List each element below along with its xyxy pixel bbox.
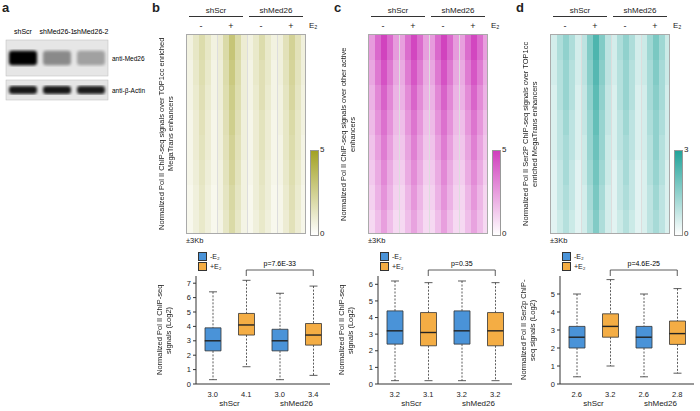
html-text:shScr: shScr	[219, 399, 240, 408]
svg-text:2: 2	[551, 344, 555, 353]
html-text:a: a	[2, 0, 10, 15]
svg-text:p=0.35: p=0.35	[451, 260, 473, 268]
svg-text:2.6: 2.6	[639, 390, 649, 398]
html-text:shMed26: shMed26	[644, 399, 677, 408]
html-text:shMed26: shMed26	[623, 6, 657, 15]
svg-text:2: 2	[187, 351, 191, 360]
svg-text:2: 2	[369, 346, 373, 355]
html-text:Normalized Pol II ChIP-seq sig: Normalized Pol II ChIP-seq signals (Log2…	[337, 284, 355, 376]
svg-text:4: 4	[551, 308, 555, 317]
html-text:Normalized Pol II Ser2p ChIP-s: Normalized Pol II Ser2p ChIP-seq signals…	[519, 279, 537, 381]
html-text:shMed26: shMed26	[259, 6, 293, 15]
html-text:+E₂: +E₂	[574, 263, 586, 270]
html-text:E₂: E₂	[491, 21, 500, 30]
html-text:0: 0	[502, 229, 507, 238]
html-text:+E₂: +E₂	[392, 263, 404, 270]
svg-text:3.4: 3.4	[308, 390, 318, 398]
html-text:+E₂: +E₂	[210, 263, 222, 270]
html-text:0: 0	[320, 229, 325, 238]
svg-text:3.2: 3.2	[457, 390, 467, 398]
html-text:-E₂: -E₂	[392, 253, 402, 260]
html-text:c: c	[334, 0, 342, 15]
svg-text:p=7.6E-33: p=7.6E-33	[264, 260, 297, 268]
svg-text:6: 6	[187, 293, 191, 302]
html-text:b: b	[152, 0, 160, 15]
svg-text:0: 0	[187, 380, 191, 389]
html-text:5: 5	[502, 145, 507, 154]
svg-text:4: 4	[187, 322, 191, 331]
html-text:shScr: shScr	[569, 6, 591, 15]
svg-text:0: 0	[551, 380, 555, 389]
svg-text:5: 5	[551, 290, 555, 299]
svg-text:1: 1	[187, 365, 191, 374]
svg-text:p=4.6E-25: p=4.6E-25	[628, 260, 661, 268]
svg-text:7: 7	[187, 279, 191, 288]
html-text:5: 5	[320, 145, 325, 154]
html-text:±3Kb: ±3Kb	[186, 236, 204, 245]
html-text:-E₂: -E₂	[210, 253, 220, 260]
html-text:0: 0	[684, 229, 689, 238]
svg-text:5: 5	[187, 308, 191, 317]
html-text:Normalized Pol II ChIP-seq sig: Normalized Pol II ChIP-seq signals (Log2…	[155, 284, 173, 376]
svg-text:1: 1	[551, 362, 555, 371]
svg-text:3.2: 3.2	[490, 390, 500, 398]
html-text:E₂: E₂	[673, 21, 682, 30]
svg-text:3.0: 3.0	[275, 390, 285, 398]
html-text:Normalized Pol II Ser2P ChIP-s: Normalized Pol II Ser2P ChIP-seq signals…	[521, 41, 539, 227]
html-text:shMed26: shMed26	[280, 399, 313, 408]
svg-text:3: 3	[187, 336, 191, 345]
svg-text:anti-β-Actin: anti-β-Actin	[112, 87, 145, 95]
html-text:±3Kb: ±3Kb	[550, 236, 568, 245]
html-text:shScr: shScr	[583, 399, 604, 408]
html-text:shScr: shScr	[401, 399, 422, 408]
svg-text:2.8: 2.8	[672, 390, 682, 398]
svg-text:3.0: 3.0	[208, 390, 218, 398]
html-text:d: d	[516, 0, 524, 15]
html-text:-E₂: -E₂	[574, 253, 584, 260]
svg-text:4.1: 4.1	[241, 390, 251, 398]
svg-text:shMed26-1: shMed26-1	[39, 28, 74, 35]
svg-text:5: 5	[369, 297, 373, 306]
svg-text:6: 6	[369, 280, 373, 289]
html-text:Normalized Pol II ChIP-seq sig: Normalized Pol II ChIP-seq signals over …	[157, 37, 175, 231]
svg-text:3.2: 3.2	[605, 390, 615, 398]
html-text:±3Kb: ±3Kb	[368, 236, 386, 245]
svg-text:3: 3	[369, 330, 373, 339]
svg-text:3.2: 3.2	[390, 390, 400, 398]
html-text:shScr: shScr	[387, 6, 409, 15]
svg-text:3: 3	[551, 326, 555, 335]
svg-text:4: 4	[369, 313, 373, 322]
html-text:E₂: E₂	[309, 21, 318, 30]
html-text:Normalized Pol II ChIP-seq sig: Normalized Pol II ChIP-seq signals over …	[339, 47, 357, 221]
svg-text:0: 0	[369, 380, 373, 389]
html-text:3: 3	[684, 145, 689, 154]
html-text:shScr: shScr	[205, 6, 227, 15]
svg-text:3.1: 3.1	[423, 390, 433, 398]
svg-text:shMed26-2: shMed26-2	[73, 28, 108, 35]
html-text:shMed26: shMed26	[441, 6, 475, 15]
html-text:shMed26: shMed26	[462, 399, 495, 408]
svg-text:2.6: 2.6	[572, 390, 582, 398]
svg-text:anti-Med26: anti-Med26	[112, 55, 145, 62]
svg-text:shScr: shScr	[14, 28, 33, 35]
svg-text:1: 1	[369, 363, 373, 372]
